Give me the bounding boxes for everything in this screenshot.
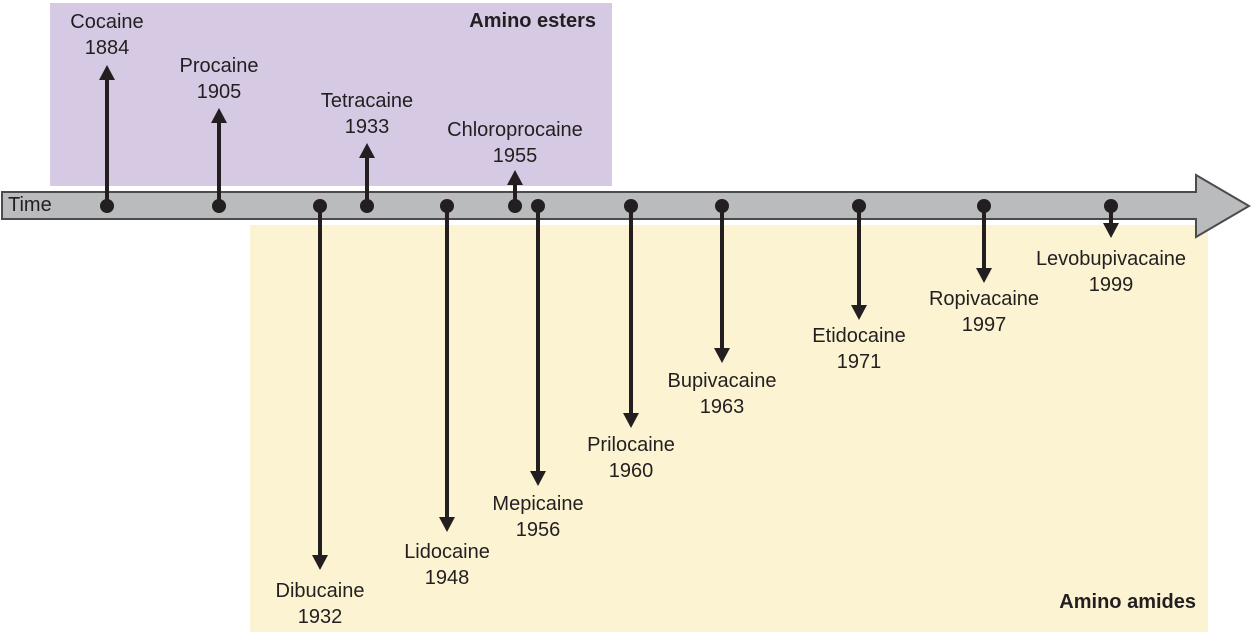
event-year: 1956 [515, 519, 561, 541]
arrow-down-icon [714, 348, 730, 363]
timeline-dot [508, 199, 522, 213]
event-label: Ropivacaine 1997 [884, 286, 1084, 338]
arrow-stem [365, 155, 369, 206]
event-year: 1963 [699, 396, 745, 418]
event-year: 1997 [961, 314, 1007, 336]
arrow-down-icon [1103, 223, 1119, 238]
amino-amides-title: Amino amides [1059, 591, 1196, 613]
arrow-down-icon [851, 305, 867, 320]
time-axis-label: Time [8, 194, 52, 216]
event-name: Chloroprocaine [447, 119, 583, 141]
event-name: Cocaine [70, 11, 144, 33]
event-name: Procaine [179, 55, 259, 77]
event-label: Levobupivacaine 1999 [1011, 246, 1211, 298]
arrow-stem [982, 206, 986, 271]
arrow-down-icon [530, 471, 546, 486]
event-year: 1932 [297, 606, 343, 628]
event-name: Etidocaine [812, 325, 906, 347]
event-year: 1905 [196, 81, 242, 103]
event-year: 1999 [1088, 274, 1134, 296]
arrow-up-icon [211, 108, 227, 123]
event-name: Prilocaine [587, 434, 675, 456]
event-year: 1933 [344, 116, 390, 138]
arrow-stem [536, 206, 540, 474]
arrow-stem [217, 120, 221, 206]
arrow-stem [720, 206, 724, 351]
arrow-down-icon [976, 268, 992, 283]
event-year: 1948 [424, 567, 470, 589]
amino-esters-box [50, 3, 612, 186]
arrow-stem [629, 206, 633, 416]
arrow-stem [513, 182, 517, 206]
arrow-up-icon [507, 170, 523, 185]
event-label: Prilocaine 1960 [531, 432, 731, 484]
event-name: Mepicaine [492, 493, 584, 515]
arrow-stem [445, 206, 449, 520]
arrow-stem [857, 206, 861, 308]
timeline-dot [360, 199, 374, 213]
arrow-stem [1109, 206, 1113, 226]
event-label: Bupivacaine 1963 [622, 368, 822, 420]
event-year: 1884 [84, 37, 130, 59]
amino-esters-title: Amino esters [469, 10, 596, 32]
event-name: Ropivacaine [928, 288, 1040, 310]
timeline-dot [212, 199, 226, 213]
event-label: Cocaine 1884 [7, 9, 207, 61]
timeline-dot [100, 199, 114, 213]
event-year: 1960 [608, 460, 654, 482]
event-label: Lidocaine 1948 [347, 539, 547, 591]
arrow-down-icon [439, 517, 455, 532]
event-label: Mepicaine 1956 [438, 491, 638, 543]
event-year: 1955 [492, 145, 538, 167]
arrow-stem [105, 77, 109, 206]
arrow-up-icon [359, 143, 375, 158]
event-name: Levobupivacaine [1035, 248, 1187, 270]
amino-amides-box [250, 225, 1208, 632]
event-year: 1971 [836, 351, 882, 373]
event-label: Dibucaine 1932 [220, 578, 420, 630]
event-label: Tetracaine 1933 [267, 88, 467, 140]
event-label: Etidocaine 1971 [759, 323, 959, 375]
event-label: Procaine 1905 [119, 53, 319, 105]
arrow-down-icon [623, 413, 639, 428]
event-name: Tetracaine [320, 90, 414, 112]
event-name: Dibucaine [275, 580, 365, 602]
event-name: Lidocaine [404, 541, 490, 563]
arrow-down-icon [312, 555, 328, 570]
event-label: Chloroprocaine 1955 [415, 117, 615, 169]
arrow-stem [318, 206, 322, 558]
event-name: Bupivacaine [667, 370, 777, 392]
arrow-up-icon [99, 65, 115, 80]
